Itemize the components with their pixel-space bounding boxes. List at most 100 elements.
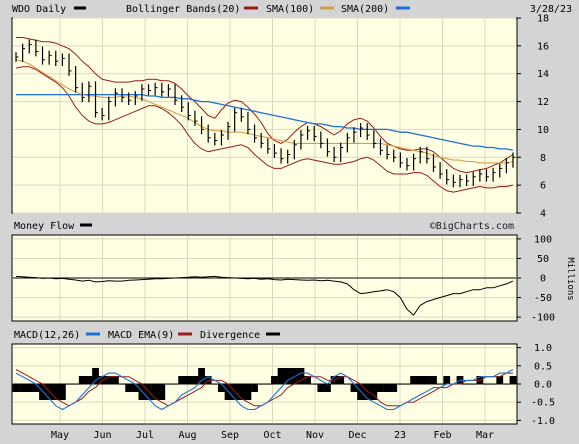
divergence-bar [151,384,159,400]
money-flow-line [15,275,514,316]
divergence-bar [191,376,199,384]
divergence-bar [25,384,33,392]
bollinger-lower-line [15,66,514,193]
y-tick-label: 16 [537,41,549,52]
bollinger-upper-line [16,37,514,174]
x-tick-label: May [51,430,69,441]
divergence-bar [383,384,391,392]
divergence-bar [496,376,504,384]
y-tick-label: 1.0 [534,343,552,354]
divergence-bar [390,384,398,392]
divergence-bar [430,376,437,384]
divergence-bar [271,376,278,384]
divergence-bar [284,368,292,384]
divergence-bar [237,384,245,400]
watermark: ©BigCharts.com [430,221,514,232]
x-tick-label: Mar [476,430,494,441]
money-flow-label: Money Flow [14,221,75,232]
divergence-bar [52,384,60,400]
divergence-bar [251,384,258,392]
x-tick-label: Jun [93,430,111,441]
y-tick-label: 0 [540,274,546,285]
money-flow-series [13,275,516,316]
divergence-bar [370,384,378,400]
divergence-bar [85,376,93,384]
macd-label: MACD(12,26) [14,330,80,341]
divergence-bar [416,376,424,384]
divergence-bar [290,368,298,384]
sma200-line [16,93,514,151]
x-tick-label: Nov [306,430,324,441]
y-tick-label: -0.5 [531,398,555,409]
y-tick-label: 4 [540,209,546,220]
divergence-bar [112,376,119,384]
sma100-line [15,59,514,164]
divergence-bar [12,384,20,392]
divergence-bar [304,376,311,384]
divergence-bar [363,384,371,400]
sma100-label: SMA(100) [266,4,314,15]
y-tick-label: 0.0 [534,380,552,391]
x-tick-label: Sep [221,430,239,441]
macd-line [15,369,514,411]
y-tick-label: 100 [534,234,552,245]
ticker-label: WDO Daily [12,4,66,15]
y-tick-label: -50 [534,293,552,304]
y-tick-label: 0.5 [534,361,552,372]
divergence-bar [178,376,186,384]
divergence-bar [125,384,133,392]
divergence-bar [158,384,166,400]
x-tick-label: Aug [178,430,196,441]
price-y-axis: 4 6 8 10 12 14 16 18 [517,14,549,220]
price-grid [13,17,516,214]
macd-series [12,368,517,411]
y-tick-label: 14 [537,69,549,80]
divergence-bar [277,368,285,384]
divergence-bar [58,384,66,400]
x-tick-label: 23 [394,430,406,441]
y-tick-label: 12 [537,97,549,108]
divergence-bar [410,376,417,384]
x-tick-label: Oct [263,430,281,441]
y-tick-label: 18 [537,14,549,25]
divergence-bar [377,384,384,392]
bollinger-label: Bollinger Bands(20) [126,4,240,15]
divergence-bar [324,384,331,392]
divergence-bar [78,376,86,384]
y-tick-label: -100 [531,313,555,324]
divergence-bar [297,368,305,384]
divergence-bar [317,384,325,392]
macd-y-axis: 1.0 0.5 0.0 -0.5 -1.0 [517,343,555,427]
divergence-bar [198,368,205,384]
y-tick-label: 6 [540,181,546,192]
divergence-bar [244,384,252,400]
sma200-label: SMA(200) [341,4,389,15]
divergence-bar [337,376,345,384]
divergence-bar [19,384,27,392]
divergence-bar [92,368,99,384]
divergence-bar [350,384,358,392]
y-tick-label: 8 [540,153,546,164]
x-axis: May Jun Jul Aug Sep Oct Nov Dec 23 Feb Mar [51,430,494,441]
divergence-bar [105,376,113,384]
divergence-bar [423,376,431,384]
y-tick-label: -1.0 [531,416,555,427]
divergence-bar [184,376,192,384]
macd-ema-label: MACD EMA(9) [108,330,174,341]
x-tick-label: Feb [433,430,451,441]
y-tick-label: 50 [537,254,549,265]
x-tick-label: Dec [348,430,366,441]
divergence-bar [443,376,451,384]
divergence-bar [218,384,225,392]
divergence-bar [32,384,40,392]
money-flow-units: Millions [565,257,575,300]
y-tick-label: 10 [537,125,549,136]
price-plot-area [11,17,518,214]
divergence-bar [509,376,517,384]
divergence-bar [131,384,139,392]
price-series [15,37,516,193]
divergence-label: Divergence [200,330,260,341]
chart-date: 3/28/23 [530,4,572,15]
x-tick-label: Jul [136,430,154,441]
